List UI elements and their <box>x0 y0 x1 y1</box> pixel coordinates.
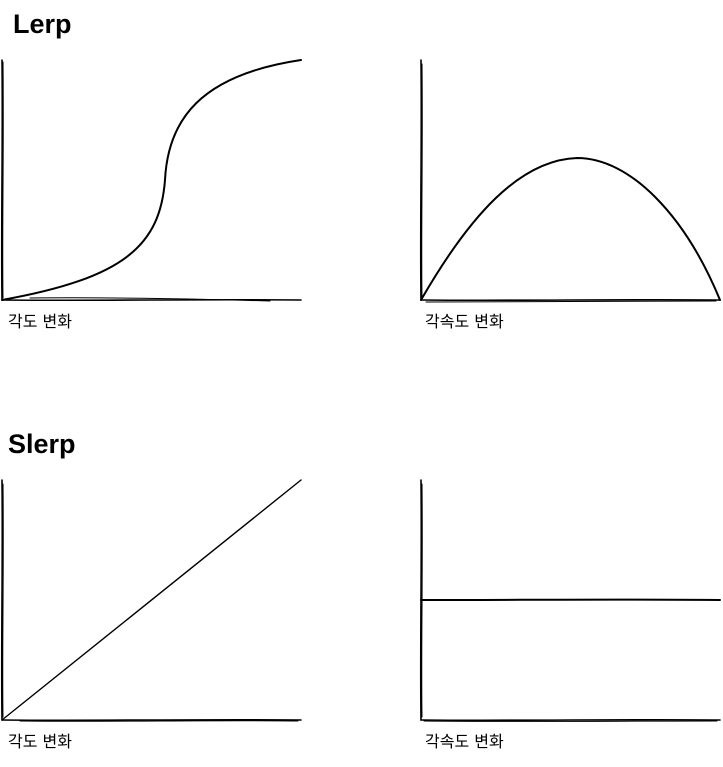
slerp-title: Slerp <box>8 429 76 459</box>
lerp-velocity-curve <box>420 157 721 301</box>
lerp-velocity-x-axis <box>420 298 721 302</box>
lerp-velocity-graph <box>419 59 721 303</box>
lerp-velocity-y-axis <box>419 59 423 301</box>
slerp-velocity-caption: 각속도 변화 <box>425 732 504 751</box>
lerp-angle-y-axis-stroke <box>2 61 4 299</box>
lerp-title: Lerp <box>13 9 72 39</box>
lerp-angle-caption: 각도 변화 <box>8 312 72 331</box>
slerp-velocity-y-axis <box>419 479 423 721</box>
slerp-velocity-x-axis <box>420 718 721 722</box>
slerp-angle-x-axis-stroke <box>19 720 299 722</box>
lerp-velocity-caption: 각속도 변화 <box>425 312 504 331</box>
lerp-angle-x-axis-stroke <box>29 297 271 302</box>
slerp-angle-y-axis-stroke <box>2 483 4 718</box>
lerp-angle-y-axis <box>0 59 4 301</box>
lerp-velocity-x-axis-stroke <box>425 300 717 303</box>
lerp-angle-curve <box>1 59 302 301</box>
slerp-angle-caption: 각도 변화 <box>8 732 72 751</box>
slerp-angle-graph <box>0 479 302 722</box>
slerp-angle-x-axis <box>1 718 302 722</box>
lerp-velocity-y-axis-stroke <box>421 63 423 298</box>
slerp-velocity-y-axis-stroke <box>421 483 423 718</box>
slerp-angle-y-axis <box>0 479 4 721</box>
lerp-angle-x-axis <box>1 298 302 302</box>
lerp-angle-graph <box>0 59 302 302</box>
slerp-velocity-graph <box>419 479 721 722</box>
slerp-angle-line <box>1 479 302 721</box>
